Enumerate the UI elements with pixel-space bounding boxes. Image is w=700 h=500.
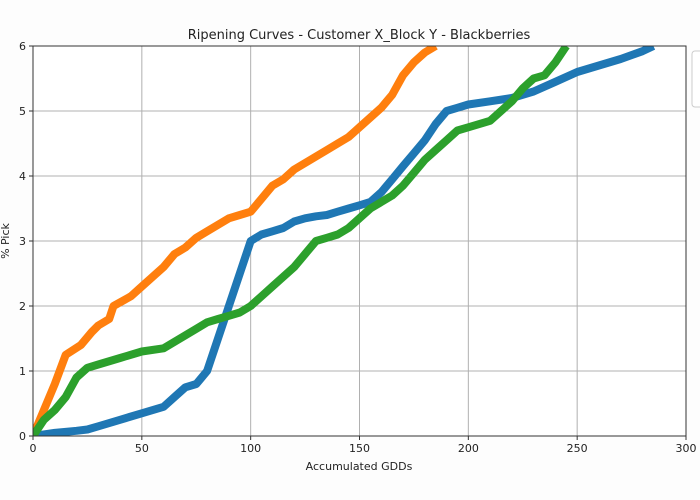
series-line-0 [33, 46, 438, 436]
x-tick-label: 50 [135, 442, 149, 455]
chart-title: Ripening Curves - Customer X_Block Y - B… [188, 28, 531, 43]
y-tick-label: 1 [19, 365, 26, 378]
x-axis-label: Accumulated GDDs [306, 460, 413, 473]
series-line-1 [33, 46, 656, 436]
x-tick-label: 100 [240, 442, 261, 455]
y-axis-label: % Pick [0, 222, 12, 258]
x-tick-label: 200 [458, 442, 479, 455]
y-tick-label: 4 [19, 170, 26, 183]
x-tick-label: 150 [349, 442, 370, 455]
y-tick-label: 5 [19, 105, 26, 118]
x-tick-label: 250 [567, 442, 588, 455]
x-tick-label: 0 [30, 442, 37, 455]
y-tick-labels: 0 1 2 3 4 5 6 [19, 40, 26, 443]
y-tick-label: 3 [19, 235, 26, 248]
x-tick-labels: 0 50 100 150 200 250 300 [30, 442, 697, 455]
legend-box [691, 50, 700, 108]
tick-marks [29, 45, 687, 440]
series-line-2 [33, 46, 570, 436]
series-layer [33, 46, 656, 436]
y-tick-label: 2 [19, 300, 26, 313]
x-tick-label: 300 [676, 442, 697, 455]
y-tick-label: 0 [19, 430, 26, 443]
y-tick-label: 6 [19, 40, 26, 53]
